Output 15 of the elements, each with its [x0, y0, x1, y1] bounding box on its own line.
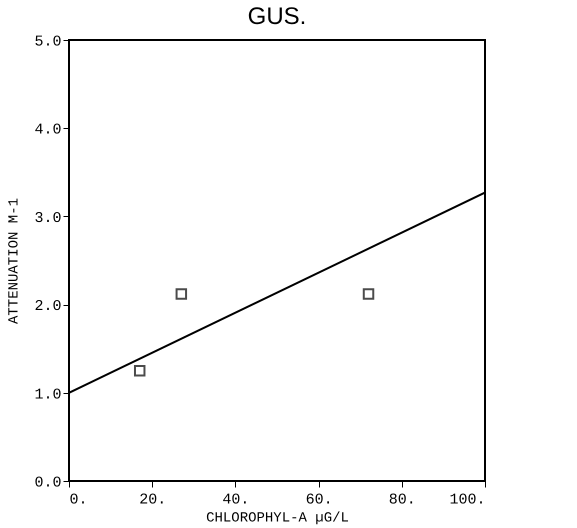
y-tick-label: 3.0 — [34, 210, 62, 227]
x-tick-label: 0. — [70, 492, 88, 508]
y-tick-label: 4.0 — [34, 122, 62, 139]
x-axis-title: CHLOROPHYL-A µG/L — [206, 510, 349, 526]
x-tick-label: 60. — [306, 492, 333, 508]
x-tick-label: 80. — [388, 492, 416, 508]
x-tick-label: 100. — [449, 492, 486, 508]
chart-title: GUS. — [248, 3, 306, 30]
y-tick-label: 2.0 — [34, 298, 62, 316]
y-axis-title: ATTENUATION M-1 — [6, 198, 22, 324]
y-tick-label: 1.0 — [34, 386, 62, 404]
y-tick-label: 5.0 — [34, 34, 62, 50]
y-tick-label: 0.0 — [34, 474, 62, 492]
x-tick-label: 40. — [222, 492, 250, 508]
x-tick-label: 20. — [139, 492, 166, 508]
